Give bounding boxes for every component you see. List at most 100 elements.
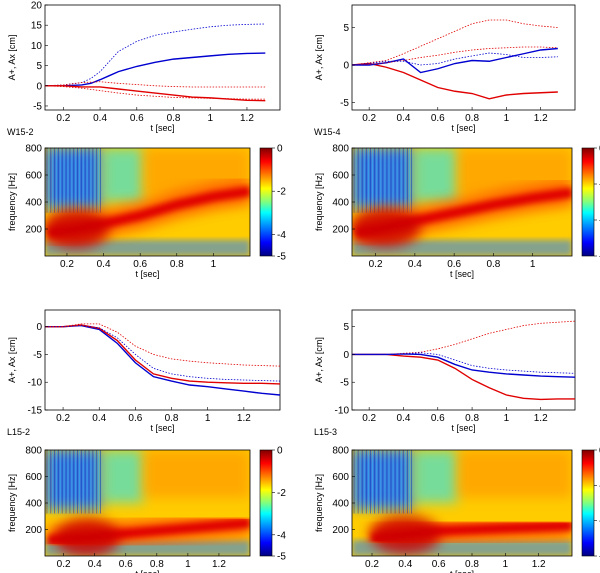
y-tick-label: -5 — [340, 378, 349, 389]
x-tick-label: 0.4 — [97, 259, 111, 270]
l15-3-spec-panel: 0-2-4-60.20.40.60.811.2200400600800t [se… — [314, 446, 600, 573]
y-tick-label: -5 — [33, 350, 42, 361]
colorbar — [259, 147, 273, 257]
x-tick-label: 0.2 — [362, 113, 376, 124]
x-tick-label: 1.2 — [534, 113, 548, 124]
colorbar-tick-label: -2 — [277, 488, 286, 499]
w15-2-wave-frame — [44, 4, 281, 111]
y-tick-label: 200 — [25, 525, 42, 536]
y-tick-label: 600 — [25, 472, 42, 483]
y-tick-label: 400 — [25, 499, 42, 510]
w15-4-wave-label: W15-4 — [314, 127, 341, 137]
x-tick-label: 0.4 — [398, 559, 412, 570]
y-tick-label: 600 — [25, 171, 42, 182]
colorbar — [581, 449, 595, 557]
x-tick-label: 0.6 — [128, 413, 142, 424]
noise-region — [102, 148, 144, 202]
y-tick-label: -5 — [33, 101, 42, 112]
w15-2-spec-panel: 0 -2 -4 -5 0.2 0.4 0.6 0.8 1 200 400 600 800 t [sec] f… — [7, 144, 286, 280]
colorbar-tick-label: -4 — [277, 530, 286, 541]
y-tick-label: 400 — [332, 499, 349, 510]
y-axis-label: frequency [Hz] — [7, 474, 17, 532]
w15-2-spec-field — [45, 148, 250, 256]
x-tick-label: 0.6 — [431, 413, 445, 424]
y-tick-label: 200 — [332, 525, 349, 536]
y-axis-label: frequency [Hz] — [7, 173, 17, 231]
w15-4-wave-panel: W15-4 A+, Ax [cm] 0.2 0.4 0.6 0.8 1 1.2 -5 0 5 t [s… — [314, 4, 576, 137]
y-tick-label: 800 — [332, 144, 349, 155]
series-line-3 — [45, 81, 266, 88]
colorbar-tick-label: 0 — [277, 446, 283, 457]
colorbar — [581, 147, 595, 257]
x-axis-label: t [sec] — [450, 569, 474, 573]
y-axis-label: frequency [Hz] — [314, 173, 324, 231]
series-line-2 — [45, 85, 266, 102]
x-tick-label: 0.4 — [397, 113, 411, 124]
colorbar — [259, 449, 273, 557]
energy-blob — [54, 518, 120, 556]
x-axis-label: t [sec] — [150, 123, 174, 133]
x-tick-label: 1 — [503, 559, 509, 570]
x-tick-label: 1 — [207, 113, 213, 124]
colorbar-tick-label: -5 — [277, 552, 286, 563]
x-tick-label: 0.2 — [60, 259, 74, 270]
x-tick-label: 0.8 — [465, 559, 479, 570]
y-axis-label: A+, Ax [cm] — [7, 35, 17, 81]
x-axis-label: t [sec] — [451, 123, 475, 133]
y-tick-label: 15 — [31, 21, 43, 32]
y-tick-label: -10 — [335, 406, 350, 417]
y-tick-label: 200 — [332, 225, 349, 236]
l15-2-wave-label: L15-2 — [7, 427, 30, 437]
x-tick-label: 1 — [185, 559, 191, 570]
y-tick-label: 800 — [25, 144, 42, 155]
w15-2-wave-panel: W15-2 A+, Ax [cm] 0.2 0.4 0.6 0.8 1 1.2 -5 0 5 10 15… — [7, 1, 281, 137]
noise-region — [413, 450, 458, 503]
low-frequency-band — [352, 239, 572, 256]
w15-4-wave-frame — [351, 4, 576, 111]
y-tick-label: 200 — [25, 225, 42, 236]
x-tick-label: 1.2 — [237, 413, 251, 424]
y-tick-label: 400 — [332, 198, 349, 209]
series-line-3 — [45, 325, 280, 382]
x-tick-label: 1 — [504, 413, 510, 424]
series-line-3 — [352, 352, 575, 374]
y-tick-label: 600 — [332, 472, 349, 483]
y-tick-label: -15 — [28, 406, 43, 417]
x-tick-label: 0.8 — [170, 259, 184, 270]
x-tick-label: 0.4 — [408, 259, 422, 270]
x-tick-label: 0.6 — [119, 559, 133, 570]
x-tick-label: 0.6 — [130, 113, 144, 124]
l15-3-wave-label: L15-3 — [314, 427, 337, 437]
y-axis-label: A+, Ax [cm] — [7, 337, 17, 383]
y-tick-label: 10 — [31, 41, 43, 52]
series-line-3 — [352, 46, 558, 66]
x-tick-label: 0.4 — [93, 113, 107, 124]
y-tick-label: 5 — [343, 23, 349, 34]
colorbar-tick-label: 0 — [277, 144, 283, 155]
y-tick-label: 400 — [25, 198, 42, 209]
x-tick-label: 1 — [205, 413, 211, 424]
noise-region — [102, 450, 144, 503]
y-tick-label: 0 — [36, 322, 42, 333]
y-axis-label: A+, Ax [cm] — [314, 35, 324, 81]
colorbar-tick-label: -5 — [277, 252, 286, 263]
x-tick-label: 1.2 — [240, 113, 254, 124]
x-tick-label: 0.4 — [397, 413, 411, 424]
l15-2-wave-panel: L15-2 A+, Ax [cm] 0.2 0.4 0.6 0.8 1 1.2 -15 -10 -5… — [7, 309, 281, 437]
energy-blob — [45, 209, 109, 249]
w15-2-wave-label: W15-2 — [7, 127, 34, 137]
y-tick-label: 5 — [343, 322, 349, 333]
y-tick-label: 0 — [343, 350, 349, 361]
x-axis-label: t [sec] — [135, 569, 159, 573]
y-tick-label: -10 — [28, 378, 43, 389]
x-tick-label: 0.8 — [165, 413, 179, 424]
energy-blob — [370, 515, 441, 554]
y-tick-label: 20 — [31, 1, 43, 12]
series-line-0 — [352, 62, 558, 100]
x-tick-label: 0.2 — [57, 559, 71, 570]
x-tick-label: 0.8 — [486, 259, 500, 270]
x-axis-label: t [sec] — [450, 269, 474, 279]
x-tick-label: 1.2 — [534, 413, 548, 424]
